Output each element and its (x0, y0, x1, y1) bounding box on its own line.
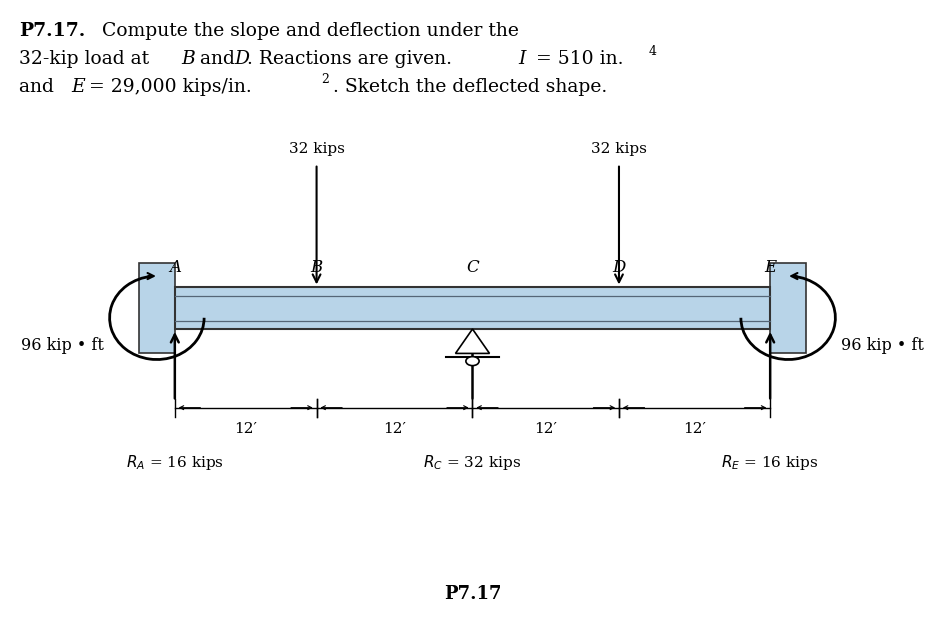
Text: 12′: 12′ (234, 422, 257, 436)
Bar (769, 263, 805, 353)
Text: 32-kip load at: 32-kip load at (19, 50, 155, 68)
Text: $R_C$ = 32 kips: $R_C$ = 32 kips (423, 453, 521, 472)
Text: A: A (169, 259, 180, 276)
Text: 4: 4 (648, 45, 655, 58)
Text: C: C (465, 259, 479, 276)
Text: and: and (194, 50, 241, 68)
Text: = 29,000 kips/in.: = 29,000 kips/in. (83, 78, 252, 96)
Bar (175, 288, 769, 329)
Text: D: D (612, 259, 625, 276)
Text: P7.17.: P7.17. (19, 22, 85, 40)
Text: I: I (517, 50, 525, 68)
Text: D: D (234, 50, 249, 68)
Text: Compute the slope and deflection under the: Compute the slope and deflection under t… (102, 22, 518, 40)
Bar (139, 263, 175, 353)
Text: 2: 2 (321, 73, 329, 85)
Text: 32 kips: 32 kips (288, 142, 345, 156)
Text: E: E (764, 259, 775, 276)
Text: and: and (19, 78, 59, 96)
Text: 12′: 12′ (533, 422, 557, 436)
Text: . Sketch the deflected shape.: . Sketch the deflected shape. (332, 78, 606, 96)
Text: P7.17: P7.17 (444, 585, 500, 603)
Text: 96 kip • ft: 96 kip • ft (21, 337, 104, 354)
Text: 96 kip • ft: 96 kip • ft (840, 337, 923, 354)
Text: 12′: 12′ (683, 422, 705, 436)
Text: B: B (311, 259, 322, 276)
Text: $R_A$ = 16 kips: $R_A$ = 16 kips (126, 453, 224, 472)
Text: E: E (71, 78, 85, 96)
Text: B: B (181, 50, 195, 68)
Text: $R_E$ = 16 kips: $R_E$ = 16 kips (720, 453, 818, 472)
Text: 12′: 12′ (382, 422, 406, 436)
Circle shape (465, 357, 479, 365)
Text: = 510 in.: = 510 in. (530, 50, 623, 68)
Polygon shape (455, 329, 489, 353)
Text: 32 kips: 32 kips (590, 142, 647, 156)
Text: . Reactions are given.: . Reactions are given. (246, 50, 457, 68)
